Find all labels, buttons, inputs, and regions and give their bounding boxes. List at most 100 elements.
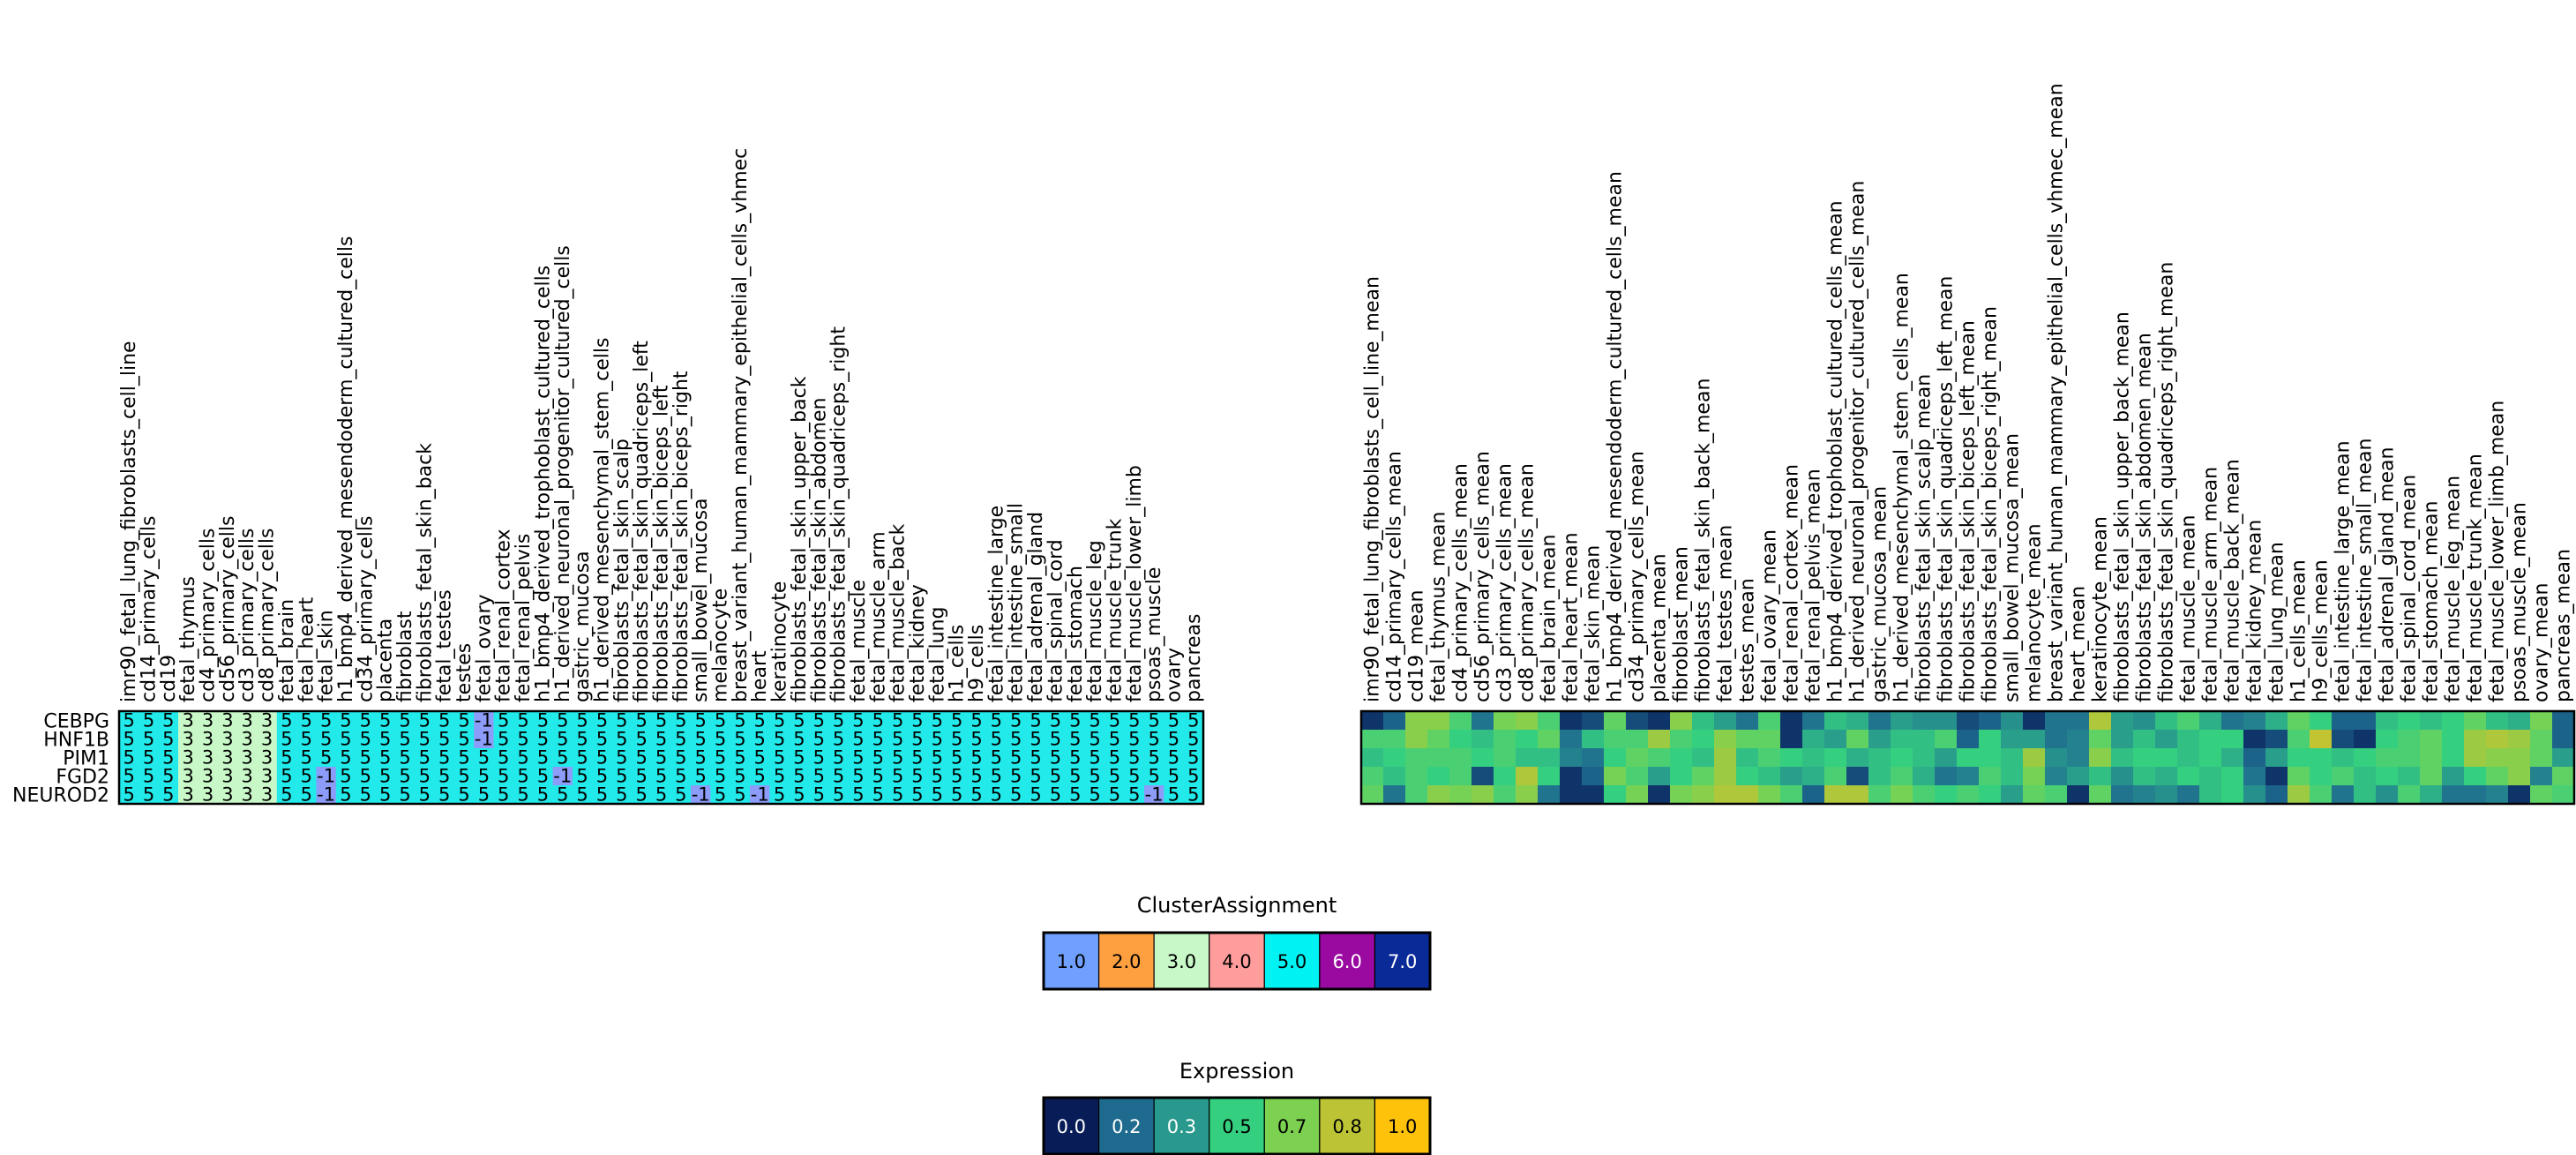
cluster-cell <box>178 767 198 785</box>
cluster-cell-label: 5 <box>498 710 509 731</box>
expression-cell <box>1758 711 1781 730</box>
cluster-cell <box>394 785 416 804</box>
cluster-cell-label: 5 <box>1187 784 1199 806</box>
expression-cell <box>1979 767 2002 785</box>
cluster-cell <box>375 730 396 748</box>
expression-cell <box>1604 711 1627 730</box>
expression-cell <box>1449 748 1472 767</box>
cluster-cell-label: 3 <box>202 766 213 787</box>
expression-cell <box>1449 711 1472 730</box>
cluster-cell-label: 5 <box>1109 766 1120 787</box>
cluster-cell-label: -1 <box>751 784 769 806</box>
cluster-cell-label: 3 <box>242 784 253 806</box>
cluster-cell-label: 5 <box>281 729 292 750</box>
expression-cell <box>2199 785 2222 804</box>
cluster-cell <box>631 711 652 730</box>
cluster-cell <box>1025 785 1046 804</box>
expression-cell <box>1383 730 1406 748</box>
expression-cell <box>1957 730 1980 748</box>
cluster-cell <box>513 748 534 767</box>
expression-cell <box>2310 767 2333 785</box>
cluster-cell <box>552 767 573 785</box>
cluster-cell <box>611 767 633 785</box>
cluster-cell <box>966 785 987 804</box>
cluster-cell-label: 5 <box>419 766 431 787</box>
cluster-cell-label: 5 <box>1010 784 1022 806</box>
cluster-cell <box>651 711 671 730</box>
expression-cell <box>1824 711 1847 730</box>
cluster-cell-label: -1 <box>475 710 493 731</box>
cluster-cell <box>691 767 711 785</box>
cluster-cell-label: 5 <box>517 710 528 731</box>
cluster-cell <box>276 767 297 785</box>
expression-cell <box>2288 748 2310 767</box>
cluster-cell <box>947 711 968 730</box>
expression-cell <box>1582 748 1605 767</box>
cluster-cell-label: 5 <box>438 747 450 769</box>
expression-column-label: fetal_stomach_mean <box>2421 501 2443 702</box>
cluster-cell-label: 5 <box>1089 729 1100 750</box>
cluster-cell-label: 5 <box>675 747 686 769</box>
expression-cell <box>1736 730 1759 748</box>
cluster-column-label: h1_derived_mesenchymal_stem_cells <box>591 338 613 702</box>
expression-column-label: cd8_primary_cells_mean <box>1516 463 1539 702</box>
cluster-cell <box>1025 711 1046 730</box>
expression-cell <box>1868 767 1891 785</box>
expression-cell <box>1670 730 1693 748</box>
cluster-cell <box>158 785 179 804</box>
cluster-cell <box>710 785 731 804</box>
cluster-column-label: fetal_muscle_arm <box>867 531 889 702</box>
cluster-cell <box>375 767 396 785</box>
cluster-cell-label: 5 <box>616 766 627 787</box>
expression-cell <box>1405 785 1428 804</box>
expression-column-label: fetal_spinal_cord_mean <box>2399 475 2421 702</box>
expression-column-label: fibroblasts_fetal_skin_biceps_left_mean <box>1958 320 1980 702</box>
cluster-cell-label: 5 <box>576 766 588 787</box>
cluster-cell-label: 5 <box>1089 747 1100 769</box>
cluster-cell-label: 5 <box>852 710 864 731</box>
cluster-cell-label: 5 <box>458 766 469 787</box>
cluster-cell-label: 5 <box>478 766 490 787</box>
cluster-cell <box>789 785 810 804</box>
cluster-cell-label: 3 <box>202 747 213 769</box>
cluster-cell-label: 5 <box>793 729 805 750</box>
cluster-cell <box>493 767 514 785</box>
expression-column-label: cd56_primary_cells_mean <box>1472 451 1494 702</box>
expression-column-label: h9_cells_mean <box>2310 559 2333 702</box>
expression-cell <box>2288 767 2310 785</box>
expression-column-label: h1_bmp4_derived_trophoblast_cultured_cel… <box>1825 200 1847 702</box>
expression-cell <box>2111 748 2134 767</box>
cluster-column-label: cd34_primary_cells <box>355 516 377 702</box>
expression-cell <box>2243 748 2266 767</box>
cluster-cell-label: 3 <box>202 710 213 731</box>
cluster-cell <box>1124 730 1145 748</box>
cluster-cell <box>868 748 888 767</box>
cluster-cell-label: 5 <box>793 710 805 731</box>
legend-swatch <box>1319 1097 1376 1155</box>
expression-column-label: fetal_kidney_mean <box>2244 520 2266 702</box>
cluster-cell-label: 5 <box>438 729 450 750</box>
expression-column-label: fibroblasts_fetal_skin_quadriceps_right_… <box>2156 262 2178 702</box>
cluster-cell-label: 5 <box>695 710 707 731</box>
expression-cell <box>2089 785 2112 804</box>
cluster-cell <box>513 767 534 785</box>
cluster-cell-label: 3 <box>261 766 273 787</box>
cluster-cell <box>316 767 337 785</box>
legend-swatch <box>1319 932 1376 990</box>
cluster-cell-label: 5 <box>301 710 312 731</box>
cluster-cell-label: 5 <box>774 784 785 806</box>
cluster-cell-label: 5 <box>715 766 726 787</box>
expression-cell <box>2420 748 2443 767</box>
expression-column-label: melanocyte_mean <box>2024 523 2046 702</box>
expression-cell <box>1780 785 1803 804</box>
cluster-cell <box>986 711 1007 730</box>
expression-column-label: fetal_thymus_mean <box>1428 512 1450 702</box>
expression-cell <box>1648 711 1671 730</box>
expression-cell <box>2023 730 2046 748</box>
expression-cell <box>2508 748 2531 767</box>
expression-cell <box>2133 711 2156 730</box>
expression-cell <box>1560 711 1583 730</box>
cluster-column-label: fibroblasts_fetal_skin_scalp <box>611 439 633 702</box>
expression-cell <box>1471 785 1494 804</box>
